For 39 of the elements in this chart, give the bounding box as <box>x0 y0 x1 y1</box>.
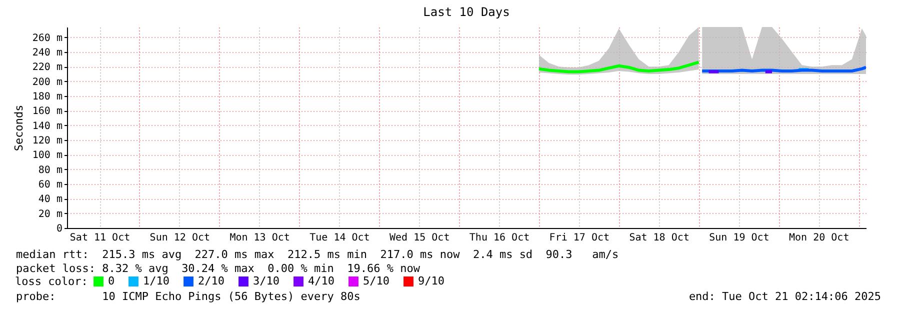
y-tick-label: 80 m <box>38 164 62 176</box>
y-axis-title: Seconds <box>12 104 26 152</box>
y-tick-label: 20 m <box>38 208 62 220</box>
chart-title: Last 10 Days <box>423 5 510 19</box>
y-tick-label: 100 m <box>32 150 62 162</box>
y-tick-label: 260 m <box>32 32 62 44</box>
y-tick-label: 140 m <box>32 120 62 132</box>
x-tick-label: Fri 17 Oct <box>549 232 610 244</box>
y-tick-label: 160 m <box>32 106 62 118</box>
legend-label: 4/10 <box>308 274 334 288</box>
x-tick-label: Sat 18 Oct <box>629 232 690 244</box>
legend-label: 0 <box>108 274 115 288</box>
legend-title: loss color: <box>15 275 88 288</box>
x-tick-label: Sat 11 Oct <box>70 232 130 244</box>
x-tick-label: Wed 15 Oct <box>390 232 450 244</box>
text: median rtt: 215.3 ms avg 227.0 ms max 212.5 ms min 217.0 ms now 2.4 ms sd 90.3 am/s <box>16 248 619 261</box>
x-tick-label: Sun 19 Oct <box>709 232 770 244</box>
y-tick-label: 40 m <box>38 194 62 206</box>
text: end: Tue Oct 21 02:14:06 2025 <box>688 290 881 303</box>
x-tick-label: Thu 16 Oct <box>469 232 530 244</box>
y-tick-label: 0 <box>56 224 62 234</box>
x-tick-label: Sun 12 Oct <box>150 232 210 244</box>
y-tick-label: 60 m <box>38 179 62 190</box>
y-tick-label: 220 m <box>32 62 62 74</box>
x-tick-label: Tue 14 Oct <box>310 232 370 244</box>
legend-label: 3/10 <box>253 274 280 288</box>
y-tick-label: 120 m <box>32 135 62 146</box>
x-tick-label: Mon 20 Oct <box>789 232 850 244</box>
legend-label: 5/10 <box>363 274 390 288</box>
text: probe: 10 ICMP Echo Pings (56 Bytes) every 80s <box>16 290 360 303</box>
line-series <box>537 60 700 74</box>
text: packet loss: 8.32 % avg 30.24 % max 0.00 % min 19.66 % now <box>16 262 420 275</box>
y-tick-label: 200 m <box>32 76 62 88</box>
legend-label: 2/10 <box>198 274 224 288</box>
legend-label: 9/10 <box>418 274 444 288</box>
x-tick-label: Mon 13 Oct <box>230 232 290 244</box>
legend-label: 1/10 <box>143 274 170 288</box>
y-tick-label: 240 m <box>32 47 62 58</box>
y-tick-label: 180 m <box>32 91 62 102</box>
